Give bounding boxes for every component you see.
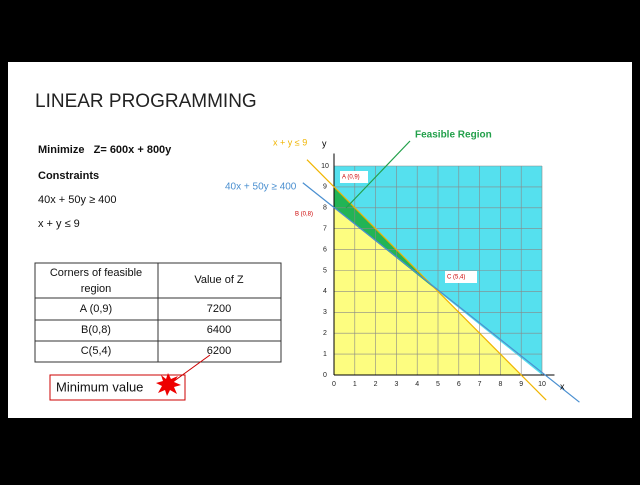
axis-label: x <box>560 381 565 391</box>
point-label: C (5,4) <box>447 275 465 281</box>
point-label: B (0,8) <box>295 212 313 218</box>
line-label: 40x + 50y ≥ 400 <box>225 182 297 193</box>
x-tick-label: 6 <box>457 381 461 388</box>
x-tick-label: 8 <box>498 381 502 388</box>
constraint: 40x + 50y ≥ 400 <box>38 194 117 206</box>
table-header: Corners of feasible region <box>50 267 142 295</box>
objective: Minimize Z= 600x + 800y <box>38 144 172 156</box>
table-cell: 6400 <box>207 324 231 336</box>
x-tick-label: 4 <box>415 381 419 388</box>
point-label-bg <box>289 208 316 220</box>
y-tick-label: 6 <box>323 246 327 253</box>
axis-label: y <box>322 138 327 148</box>
x-tick-label: 2 <box>374 381 378 388</box>
constraint-line <box>302 182 580 403</box>
table-cell: 6200 <box>207 345 231 357</box>
y-tick-label: 1 <box>323 351 327 358</box>
constraints-heading: Constraints <box>38 170 99 182</box>
constraint: x + y ≤ 9 <box>38 218 80 230</box>
graph: 0 1 2 3 4 5 6 7 8 9 10 0 1 2 3 4 5 6 7 8 9 10 y x x + y ≤ 9 40x +… <box>225 130 580 403</box>
x-tick-label: 7 <box>478 381 482 388</box>
point-label-bg <box>445 271 477 283</box>
feasible-label: Feasible Region <box>415 130 492 141</box>
y-tick-label: 4 <box>323 288 327 295</box>
table-cell: B(0,8) <box>81 324 111 336</box>
y-tick-label: 9 <box>323 184 327 191</box>
x-tick-label: 9 <box>519 381 523 388</box>
point-label: A (0,9) <box>342 175 360 181</box>
y-tick-label: 0 <box>323 372 327 379</box>
x-tick-label: 10 <box>538 381 546 388</box>
table-cell: A (0,9) <box>80 303 112 315</box>
line-label: x + y ≤ 9 <box>273 137 307 147</box>
starburst <box>156 373 181 396</box>
table-cell: C(5,4) <box>81 345 112 357</box>
feasible-pointer <box>345 140 411 209</box>
x-tick-label: 5 <box>436 381 440 388</box>
x-tick-label: 1 <box>353 381 357 388</box>
callout: Minimum value <box>56 379 143 394</box>
y-tick-label: 2 <box>323 330 327 337</box>
y-tick-label: 5 <box>323 267 327 274</box>
y-tick-label: 8 <box>323 205 327 212</box>
table <box>34 262 282 363</box>
x-tick-label: 0 <box>332 381 336 388</box>
y-tick-label: 7 <box>323 226 327 233</box>
title: LINEAR PROGRAMMING <box>35 91 257 112</box>
constraint-line <box>306 159 547 401</box>
table-header: Value of Z <box>194 274 244 286</box>
x-tick-label: 3 <box>394 381 398 388</box>
callout-pointer <box>169 354 211 385</box>
y-tick-label: 3 <box>323 309 327 316</box>
table-cell: 7200 <box>207 303 231 315</box>
point-label-bg <box>340 171 368 183</box>
y-tick-label: 10 <box>321 163 329 170</box>
